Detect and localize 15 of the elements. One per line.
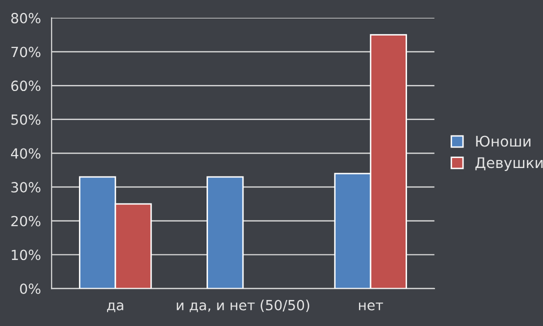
y-tick-label: 0% xyxy=(20,283,40,294)
x-tick-label: нет xyxy=(359,302,384,310)
x-tick-label: и да, и нет (50/50) xyxy=(176,300,310,312)
y-tick-label: 80% xyxy=(11,12,40,24)
y-tick-label: 30% xyxy=(11,182,40,193)
legend-label: Девушки xyxy=(475,157,543,171)
y-tick-label: 20% xyxy=(11,216,40,226)
y-tick-label: 10% xyxy=(12,250,40,260)
bar xyxy=(206,176,244,289)
x-tick-label: да xyxy=(107,302,124,312)
y-tick-label: 70% xyxy=(11,46,40,58)
y-tick-label: 40% xyxy=(10,148,40,159)
y-tick-label: 60% xyxy=(11,80,40,92)
y-tick-label: 50% xyxy=(11,114,40,125)
legend-label: Юноши xyxy=(476,136,530,147)
